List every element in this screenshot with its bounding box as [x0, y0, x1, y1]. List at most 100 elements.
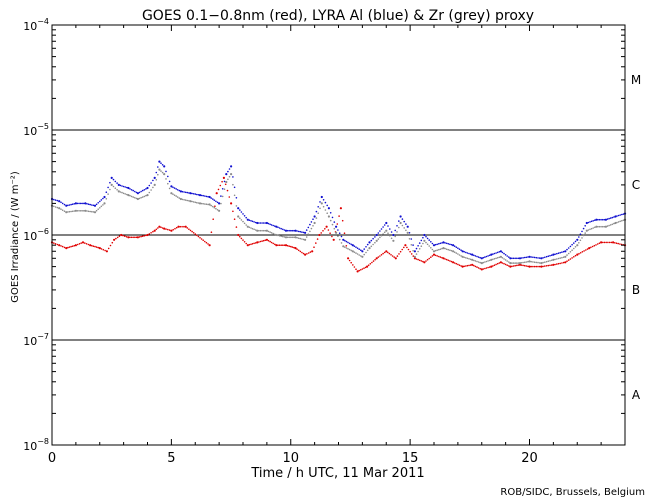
data-point-interp	[360, 249, 362, 251]
data-point-interp	[606, 218, 609, 220]
data-point	[342, 245, 345, 248]
data-point-interp	[116, 189, 118, 191]
data-point-interp	[587, 221, 590, 224]
data-point-interp	[479, 261, 482, 264]
data-point-interp	[122, 234, 124, 237]
data-point-interp	[337, 235, 339, 237]
data-point-interp	[262, 239, 265, 242]
data-point-interp	[192, 193, 195, 195]
data-point	[404, 244, 407, 247]
data-point-interp	[431, 242, 434, 245]
x-tick-label: 15	[402, 451, 419, 466]
data-point	[361, 255, 364, 258]
data-point-interp	[477, 261, 480, 263]
data-point	[81, 241, 85, 244]
data-point-interp	[132, 236, 134, 239]
data-point-interp	[95, 209, 98, 212]
data-point-interp	[92, 204, 95, 207]
data-point-interp	[119, 191, 122, 193]
data-point-interp	[138, 236, 141, 238]
data-point-interp	[83, 210, 85, 212]
data-point-interp	[91, 210, 93, 213]
data-point-interp	[70, 245, 72, 248]
data-point-interp	[428, 245, 431, 247]
data-point-interp	[468, 252, 470, 255]
data-point-interp	[493, 258, 496, 260]
data-point-interp	[365, 251, 367, 254]
data-point-interp	[197, 235, 200, 238]
data-point-interp	[403, 220, 406, 223]
data-point-interp	[616, 215, 618, 217]
data-point-interp	[259, 222, 262, 224]
data-point-interp	[372, 260, 375, 262]
data-point-interp	[585, 249, 587, 251]
data-point-interp	[63, 210, 66, 212]
data-point-interp	[254, 242, 257, 244]
data-point-interp	[320, 232, 323, 234]
data-point-interp	[523, 256, 526, 259]
data-point-interp	[545, 265, 548, 267]
data-point-interp	[527, 256, 529, 258]
data-point-interp	[243, 241, 246, 243]
data-point-interp	[313, 246, 315, 248]
data-point-interp	[582, 227, 585, 230]
data-point	[136, 197, 139, 201]
data-point-interp	[145, 188, 147, 190]
x-axis-label: Time / h UTC, 11 Mar 2011	[250, 466, 424, 481]
data-point-interp	[168, 187, 171, 190]
series-lyra-zr	[50, 168, 627, 265]
data-point-interp	[54, 243, 57, 245]
data-point-interp	[317, 206, 320, 208]
data-point-interp	[436, 243, 439, 246]
data-point-interp	[210, 231, 213, 233]
data-point-interp	[288, 245, 291, 247]
data-point-interp	[233, 218, 236, 220]
data-point-interp	[458, 248, 461, 250]
data-point-interp	[460, 265, 462, 267]
x-tick-label: 20	[521, 451, 538, 466]
data-point-interp	[102, 197, 104, 200]
data-point-interp	[360, 255, 362, 257]
data-point-interp	[100, 199, 103, 201]
data-point-interp	[331, 216, 334, 219]
data-point-interp	[297, 249, 300, 252]
data-point-interp	[407, 248, 410, 251]
data-point	[170, 185, 173, 188]
data-point	[284, 244, 288, 247]
data-point	[110, 183, 113, 186]
data-point	[246, 244, 249, 247]
data-point-interp	[398, 253, 400, 255]
data-point-interp	[485, 267, 488, 269]
data-point-interp	[272, 242, 275, 245]
data-point-interp	[453, 245, 456, 247]
data-point-interp	[262, 229, 265, 232]
x-tick-label: 0	[48, 451, 56, 466]
data-point	[158, 160, 161, 163]
data-point-interp	[401, 248, 404, 251]
data-point	[564, 261, 567, 264]
data-point-interp	[603, 218, 606, 221]
data-point-interp	[394, 229, 397, 232]
data-point	[392, 239, 395, 242]
data-point-interp	[355, 268, 357, 271]
data-point-interp	[607, 241, 609, 244]
data-point-interp	[173, 187, 176, 189]
data-point-interp	[134, 236, 136, 239]
data-point-interp	[538, 265, 541, 268]
class-label: M	[631, 73, 641, 87]
data-point-interp	[377, 238, 380, 240]
data-point-interp	[550, 259, 553, 262]
data-point-interp	[390, 237, 393, 240]
data-point	[208, 203, 211, 206]
data-point-interp	[535, 256, 538, 259]
data-point	[153, 229, 156, 232]
data-point-interp	[616, 221, 618, 224]
data-point	[184, 225, 187, 228]
data-point-interp	[608, 241, 611, 244]
data-point	[406, 231, 409, 234]
data-point	[275, 233, 278, 237]
data-point	[327, 207, 330, 210]
data-point-interp	[214, 205, 216, 207]
data-point-interp	[441, 256, 443, 259]
data-point-interp	[197, 194, 200, 196]
